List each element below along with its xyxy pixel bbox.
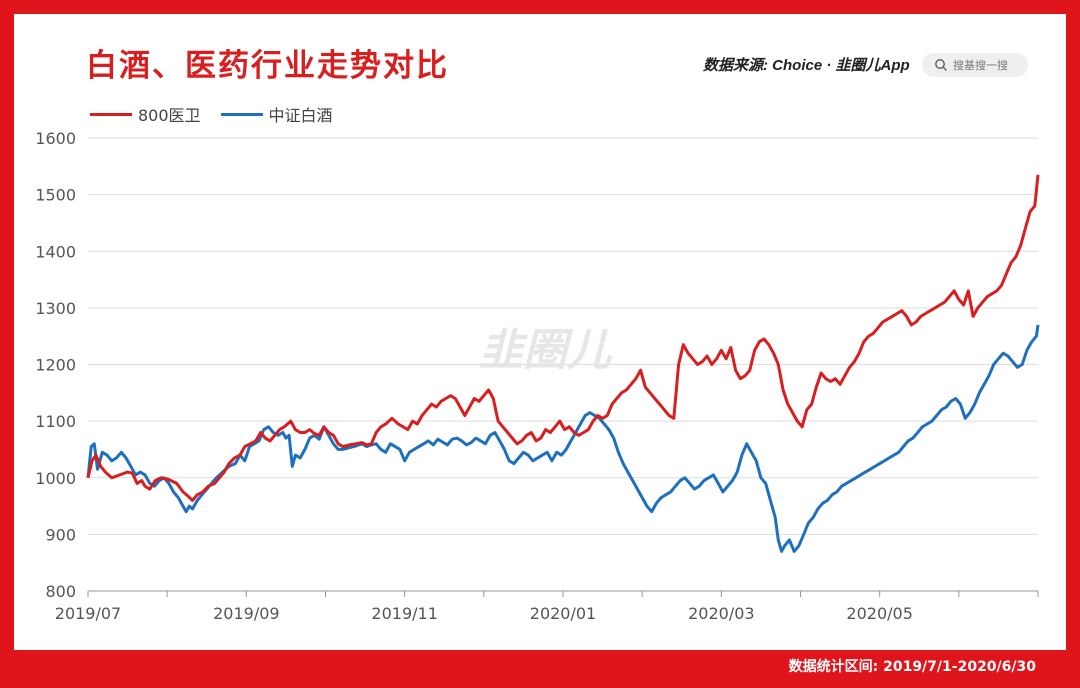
chart-title: 白酒、医药行业走势对比 [86,48,449,84]
legend-label-medical: 800医卫 [138,106,201,125]
search-placeholder: 搜基搜一搜 [953,59,1008,72]
legend-label-liquor: 中证白酒 [268,106,333,125]
chart-legend: 800医卫 中证白酒 [90,102,353,126]
search-box[interactable]: 搜基搜一搜 [922,53,1028,77]
footer-date-range: 数据统计区间: 2019/7/1-2020/6/30 [788,659,1036,675]
legend-swatch-blue [220,112,263,116]
legend-item-medical: 800医卫 [90,102,201,126]
data-source-label: 数据来源: Choice · 韭圈儿App [703,57,910,74]
search-icon [935,59,948,72]
legend-swatch-red [90,112,132,116]
legend-item-liquor: 中证白酒 [220,102,333,126]
